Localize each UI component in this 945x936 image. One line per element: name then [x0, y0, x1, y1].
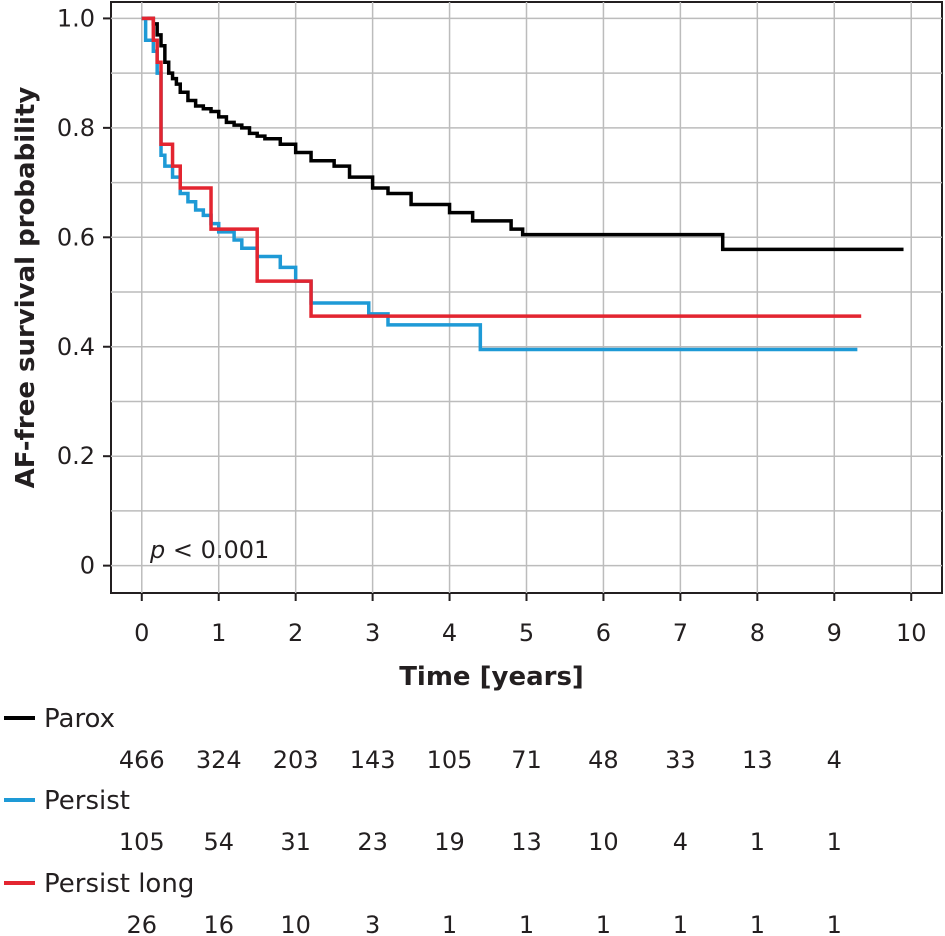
risk-count: 324 — [196, 746, 242, 774]
risk-count: 1 — [750, 828, 765, 856]
y-tick-label: 1.0 — [57, 4, 95, 32]
p-value-symbol: p — [149, 536, 165, 564]
risk-count: 143 — [350, 746, 396, 774]
y-tick-label: 0.4 — [57, 333, 95, 361]
risk-count: 33 — [665, 746, 696, 774]
risk-count: 1 — [519, 911, 534, 936]
risk-count: 71 — [511, 746, 542, 774]
risk-count: 13 — [742, 746, 773, 774]
legend-label-persist-long: Persist long — [44, 869, 194, 899]
risk-count: 19 — [434, 828, 465, 856]
x-tick-label: 0 — [134, 619, 149, 647]
risk-count: 4 — [673, 828, 688, 856]
risk-count: 26 — [127, 911, 158, 936]
risk-count: 31 — [280, 828, 311, 856]
y-tick-label: 0.8 — [57, 114, 95, 142]
risk-count: 13 — [511, 828, 542, 856]
risk-count: 466 — [119, 746, 165, 774]
x-tick-label: 8 — [750, 619, 765, 647]
p-value-text: < 0.001 — [165, 536, 269, 564]
risk-count: 23 — [357, 828, 388, 856]
p-value-annotation: p < 0.001 — [149, 536, 269, 564]
risk-count: 1 — [750, 911, 765, 936]
risk-count: 54 — [203, 828, 234, 856]
risk-count: 10 — [280, 911, 311, 936]
x-tick-label: 1 — [211, 619, 226, 647]
legend-label-parox: Parox — [44, 704, 115, 734]
risk-count: 1 — [596, 911, 611, 936]
x-tick-label: 6 — [596, 619, 611, 647]
y-tick-label: 0 — [80, 552, 95, 580]
x-tick-label: 9 — [827, 619, 842, 647]
legend-label-persist: Persist — [44, 786, 130, 816]
risk-count: 48 — [588, 746, 619, 774]
x-tick-label: 4 — [442, 619, 457, 647]
x-tick-label: 5 — [519, 619, 534, 647]
risk-count: 203 — [273, 746, 319, 774]
y-axis-title: AF-free survival probability — [11, 87, 41, 489]
km-curve-persist-long — [141, 16, 862, 318]
risk-count: 1 — [827, 911, 842, 936]
risk-count: 1 — [827, 828, 842, 856]
risk-count: 3 — [365, 911, 380, 936]
risk-count: 16 — [203, 911, 234, 936]
risk-count: 10 — [588, 828, 619, 856]
risk-count: 1 — [673, 911, 688, 936]
risk-row-persist: Persist 105 54 31 23 19 13 10 4 1 1 — [4, 786, 842, 856]
grid — [111, 2, 942, 593]
y-tick-label: 0.6 — [57, 223, 95, 251]
risk-row-persist-long: Persist long 26 16 10 3 1 1 1 1 1 1 — [4, 869, 842, 936]
x-tick-label: 10 — [896, 619, 927, 647]
x-tick-label: 7 — [673, 619, 688, 647]
x-axis-title: Time [years] — [399, 662, 584, 692]
risk-count: 105 — [119, 828, 165, 856]
risk-count: 1 — [442, 911, 457, 936]
x-tick-label: 3 — [365, 619, 380, 647]
x-tick-label: 2 — [288, 619, 303, 647]
risk-count: 105 — [427, 746, 473, 774]
y-tick-label: 0.2 — [57, 442, 95, 470]
km-curve-parox — [141, 16, 904, 252]
risk-count: 4 — [827, 746, 842, 774]
